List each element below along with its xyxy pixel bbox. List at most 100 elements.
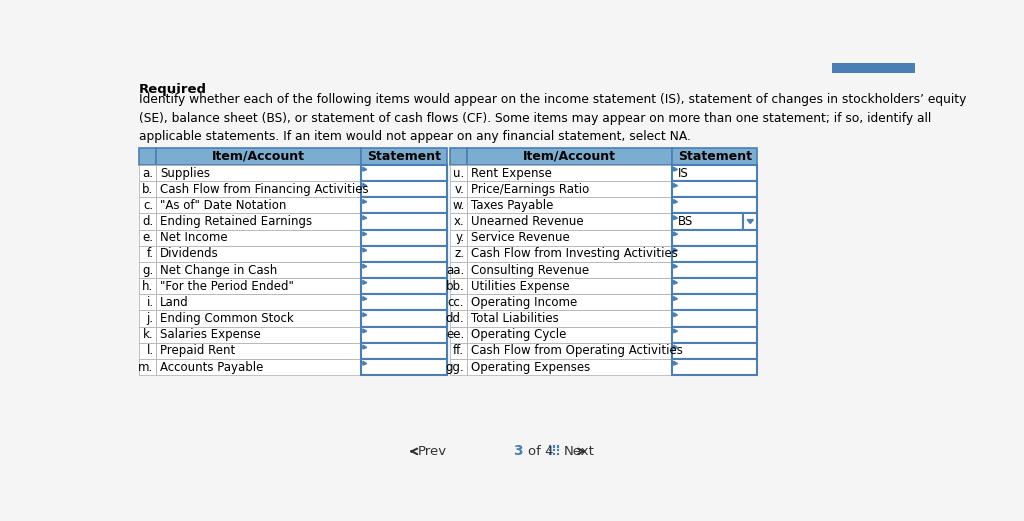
Bar — [139, 197, 156, 214]
Text: l.: l. — [146, 344, 154, 357]
Bar — [361, 311, 446, 327]
Text: Next: Next — [563, 445, 594, 458]
Text: z.: z. — [455, 247, 464, 260]
Bar — [450, 294, 467, 311]
Bar — [672, 311, 758, 327]
Text: Identify whether each of the following items would appear on the income statemen: Identify whether each of the following i… — [139, 93, 967, 143]
Text: e.: e. — [142, 231, 154, 244]
Polygon shape — [362, 296, 367, 301]
Bar — [672, 262, 758, 278]
Text: Unearned Revenue: Unearned Revenue — [471, 215, 584, 228]
Polygon shape — [674, 248, 678, 252]
Text: k.: k. — [143, 328, 154, 341]
Text: f.: f. — [146, 247, 154, 260]
Bar — [156, 246, 361, 262]
Bar — [743, 214, 758, 230]
Text: j.: j. — [146, 312, 154, 325]
Bar — [467, 278, 672, 294]
Text: Rent Expense: Rent Expense — [471, 167, 552, 180]
Text: Land: Land — [160, 296, 188, 309]
Bar — [139, 230, 156, 246]
Text: "For the Period Ended": "For the Period Ended" — [160, 280, 294, 293]
Text: Utilities Expense: Utilities Expense — [471, 280, 569, 293]
Polygon shape — [362, 329, 367, 333]
Bar — [467, 294, 672, 311]
Text: c.: c. — [143, 199, 154, 212]
Text: Cash Flow from Investing Activities: Cash Flow from Investing Activities — [471, 247, 678, 260]
Bar — [467, 214, 672, 230]
Bar — [156, 327, 361, 343]
Bar — [361, 343, 446, 359]
Text: of 4: of 4 — [528, 445, 553, 458]
Text: Cash Flow from Operating Activities: Cash Flow from Operating Activities — [471, 344, 682, 357]
Text: Statement: Statement — [367, 150, 441, 163]
Bar — [672, 165, 758, 181]
Polygon shape — [674, 313, 678, 317]
Text: Dividends: Dividends — [160, 247, 218, 260]
Bar — [450, 343, 467, 359]
Bar — [156, 262, 361, 278]
Bar — [361, 230, 446, 246]
Text: a.: a. — [142, 167, 154, 180]
Text: Total Liabilities: Total Liabilities — [471, 312, 558, 325]
Text: d.: d. — [142, 215, 154, 228]
Polygon shape — [362, 361, 367, 365]
Text: Ending Common Stock: Ending Common Stock — [160, 312, 294, 325]
Text: Salaries Expense: Salaries Expense — [160, 328, 260, 341]
Bar — [139, 327, 156, 343]
Bar — [467, 262, 672, 278]
Bar — [156, 230, 361, 246]
Polygon shape — [362, 313, 367, 317]
Bar — [450, 262, 467, 278]
Bar — [467, 311, 672, 327]
Bar — [450, 181, 467, 197]
Bar — [361, 327, 446, 343]
Text: Service Revenue: Service Revenue — [471, 231, 569, 244]
Polygon shape — [362, 280, 367, 284]
Bar — [361, 197, 446, 214]
Bar — [450, 165, 467, 181]
Bar — [156, 148, 361, 165]
Bar — [156, 165, 361, 181]
Bar — [672, 343, 758, 359]
Bar — [156, 359, 361, 375]
Bar — [156, 311, 361, 327]
Bar — [450, 246, 467, 262]
Bar — [450, 148, 467, 165]
Text: dd.: dd. — [445, 312, 464, 325]
Polygon shape — [362, 232, 367, 236]
Bar — [549, 453, 551, 455]
Polygon shape — [674, 183, 678, 187]
Polygon shape — [362, 248, 367, 252]
Bar — [467, 343, 672, 359]
Text: Supplies: Supplies — [160, 167, 210, 180]
Polygon shape — [674, 345, 678, 349]
Bar — [139, 311, 156, 327]
Bar — [139, 214, 156, 230]
Bar — [361, 165, 446, 181]
Text: Taxes Payable: Taxes Payable — [471, 199, 553, 212]
Text: h.: h. — [142, 280, 154, 293]
Text: "As of" Date Notation: "As of" Date Notation — [160, 199, 286, 212]
Polygon shape — [674, 232, 678, 236]
Polygon shape — [674, 167, 678, 171]
Bar — [467, 230, 672, 246]
Bar — [156, 197, 361, 214]
Bar — [156, 214, 361, 230]
Polygon shape — [674, 200, 678, 203]
Bar — [672, 197, 758, 214]
Text: bb.: bb. — [445, 280, 464, 293]
Text: u.: u. — [453, 167, 464, 180]
Text: Price/Earnings Ratio: Price/Earnings Ratio — [471, 183, 589, 196]
Text: Item/Account: Item/Account — [212, 150, 305, 163]
Bar — [467, 246, 672, 262]
Bar — [672, 230, 758, 246]
Polygon shape — [674, 361, 678, 365]
Text: Net Change in Cash: Net Change in Cash — [160, 264, 278, 277]
Bar — [139, 262, 156, 278]
Text: Cash Flow from Financing Activities: Cash Flow from Financing Activities — [160, 183, 369, 196]
Text: m.: m. — [138, 361, 154, 374]
Text: Prev: Prev — [418, 445, 446, 458]
Bar — [557, 453, 559, 455]
Text: gg.: gg. — [445, 361, 464, 374]
